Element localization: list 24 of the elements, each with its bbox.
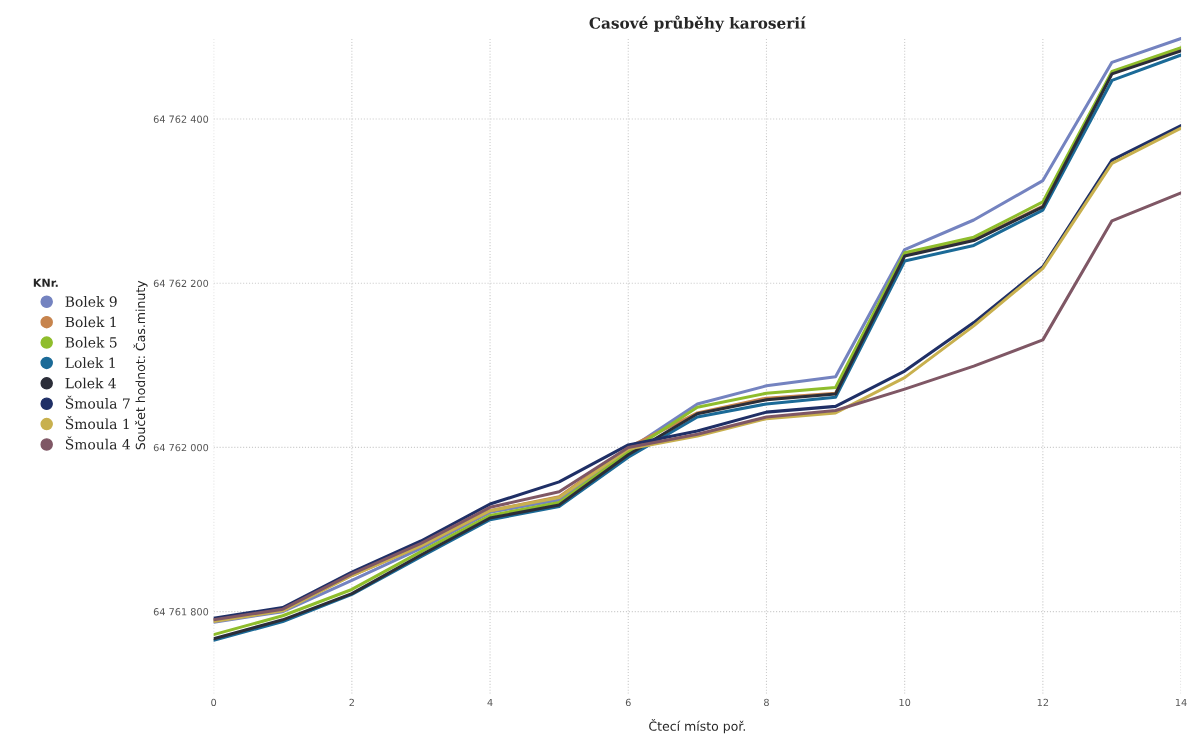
- legend-label: Lolek 1: [65, 357, 115, 368]
- x-tick-label: 6: [625, 698, 631, 707]
- legend-label: Šmoula 7: [65, 395, 130, 409]
- x-tick-label: 2: [349, 698, 354, 706]
- y-tick-label: 64 761 800: [153, 608, 209, 616]
- y-tick-label: 64 762 200: [153, 279, 209, 288]
- x-tick-label: 10: [899, 698, 911, 707]
- x-tick-label: 0: [211, 698, 217, 707]
- legend-label: Šmoula 1: [65, 416, 129, 430]
- x-tick-label: 12: [1037, 698, 1049, 706]
- legend-title: KNr.: [33, 278, 58, 287]
- x-tick-label: 8: [764, 698, 769, 707]
- legend-label: Šmoula 4: [65, 436, 131, 450]
- chart-title: Casové průběhy karoserií: [589, 15, 806, 32]
- x-tick-label: 14: [1175, 698, 1187, 706]
- y-tick-label: 64 762 400: [153, 115, 209, 123]
- y-axis-title: Součet hodnot: Čas.minuty: [133, 280, 148, 450]
- legend-label: Bolek 1: [65, 316, 116, 328]
- legend-label: Bolek 5: [65, 336, 117, 348]
- x-axis-title: Čtecí místo poř.: [649, 719, 745, 734]
- legend-label: Lolek 4: [65, 377, 116, 389]
- y-tick-label: 64 762 000: [153, 443, 209, 452]
- legend-label: Bolek 9: [65, 296, 117, 307]
- x-tick-label: 4: [487, 698, 493, 706]
